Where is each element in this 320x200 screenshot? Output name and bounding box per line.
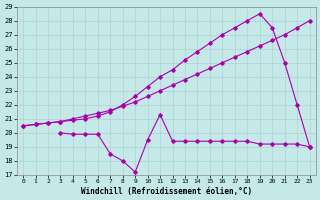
X-axis label: Windchill (Refroidissement éolien,°C): Windchill (Refroidissement éolien,°C) [81, 187, 252, 196]
